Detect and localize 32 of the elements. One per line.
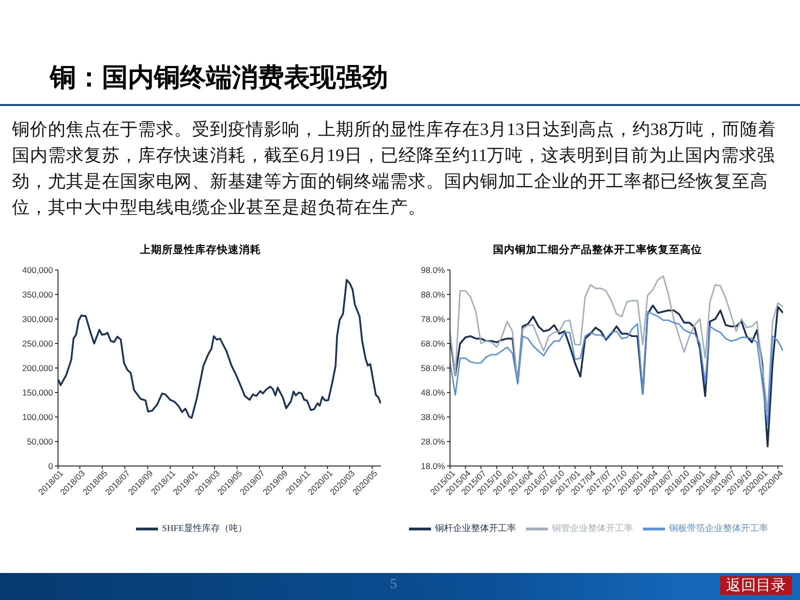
text: 铜价的焦点在于需求。受到疫情影响，上期所的显性库存在3月13日达到高点，约38万吨，而随着国内需求复苏，库存快速消耗，截至6月19日，已经降至约11万吨，这表明到目前为止国内需求强劲，尤其是在国家电网、新基建等方面的铜终端需求。国内铜加工企业的开工率都已经恢复至高位，其中大中型电线电缆企业甚至是超负荷在生产。 <box>12 118 777 219</box>
chart-title: 国内铜加工细分产品整体开工率恢复至高位 <box>492 242 703 258</box>
text: 铜：国内铜终端消费表现强劲 <box>50 62 388 94</box>
line-series <box>450 304 783 448</box>
y-tick-label: 400,000 <box>22 265 54 276</box>
text: 返回目录 <box>720 576 792 595</box>
chart-title: 上期所显性库存快速消耗 <box>139 242 262 258</box>
y-tick-label: 48.0% <box>420 388 446 398</box>
y-tick-label: 300,000 <box>22 314 54 324</box>
legend-label: SHFE显性库存（吨） <box>162 523 247 534</box>
y-tick-label: 250,000 <box>22 338 54 349</box>
legend-label: 铜杆企业整体开工率 <box>435 523 516 534</box>
y-tick-label: 58.0% <box>420 363 446 374</box>
y-tick-label: 68.0% <box>420 338 446 349</box>
y-tick-label: 350,000 <box>22 290 54 300</box>
y-tick-label: 100,000 <box>22 412 54 422</box>
line-series <box>450 275 783 413</box>
y-tick-label: 78.0% <box>420 314 446 324</box>
line-series <box>58 278 381 419</box>
legend-label: 铜管企业整体开工率 <box>552 523 633 534</box>
y-tick-label: 28.0% <box>420 436 446 447</box>
text: 5 <box>390 577 397 593</box>
y-tick-label: 38.0% <box>420 412 446 422</box>
y-tick-label: 98.0% <box>420 265 446 276</box>
y-tick-label: 88.0% <box>420 290 446 300</box>
legend-label: 铜板带箔企业整体开工率 <box>669 523 768 534</box>
y-tick-label: 50,000 <box>27 436 54 447</box>
y-tick-label: 18.0% <box>420 461 446 472</box>
y-tick-label: 200,000 <box>22 363 54 374</box>
line-series <box>450 310 783 426</box>
y-tick-label: 150,000 <box>22 388 54 398</box>
y-tick-label: 0 <box>48 461 54 472</box>
